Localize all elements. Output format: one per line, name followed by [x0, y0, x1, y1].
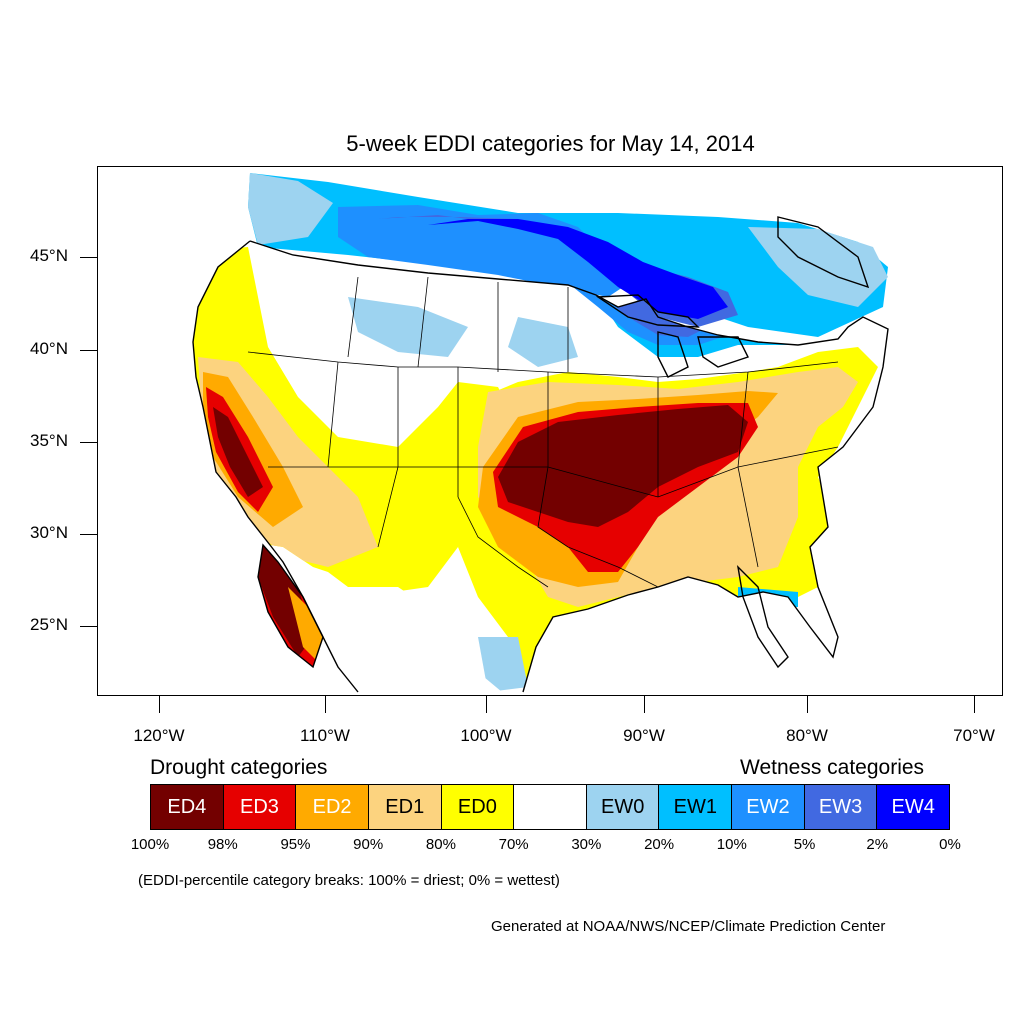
- map-panel: [97, 166, 1003, 696]
- credit-text: Generated at NOAA/NWS/NCEP/Climate Predi…: [491, 918, 886, 935]
- lon-label-80w: 80°W: [786, 726, 828, 745]
- lat-tick: [80, 626, 97, 627]
- lat-label-30: 30°N: [30, 523, 68, 542]
- lat-label-25: 25°N: [30, 615, 68, 634]
- lat-tick: [80, 350, 97, 351]
- legend-swatch-ed2: ED2: [296, 785, 369, 829]
- map-outlines: [192, 216, 889, 693]
- conus-categories: [193, 241, 888, 695]
- lon-tick: [325, 696, 326, 713]
- percentile-label: 90%: [353, 836, 384, 853]
- percentile-label: 0%: [939, 836, 961, 853]
- percentile-label: 20%: [644, 836, 675, 853]
- drought-categories-heading: Drought categories: [150, 756, 328, 779]
- lon-tick: [159, 696, 160, 713]
- percentile-label: 98%: [207, 836, 238, 853]
- legend-swatch-neutral: [514, 785, 587, 829]
- legend-swatch-ew1: EW1: [659, 785, 733, 829]
- legend-swatch-ed4: ED4: [151, 785, 224, 829]
- legend-swatch-ed3: ED3: [223, 785, 297, 829]
- lon-tick: [807, 696, 808, 713]
- percentile-label: 2%: [866, 836, 889, 853]
- map-title: 5-week EDDI categories for May 14, 2014: [346, 131, 755, 156]
- lon-label-120w: 120°W: [133, 726, 185, 745]
- state-borders: [247, 276, 839, 588]
- legend-swatch-ew3: EW3: [804, 785, 878, 829]
- lon-tick: [486, 696, 487, 713]
- lat-label-35: 35°N: [30, 431, 68, 450]
- percentile-label: 70%: [498, 836, 529, 853]
- lat-label-45: 45°N: [30, 246, 68, 265]
- legend-color-bar: ED4 ED3 ED2 ED1 ED0 EW0 EW1 EW2 EW3 EW4: [150, 784, 950, 830]
- legend-swatch-ew0: EW0: [586, 785, 660, 829]
- percentile-label: 10%: [716, 836, 747, 853]
- legend-swatch-ed0: ED0: [441, 785, 515, 829]
- wetness-categories-heading: Wetness categories: [740, 756, 925, 779]
- lat-tick: [80, 534, 97, 535]
- lat-tick: [80, 257, 97, 258]
- legend-swatch-ew4: EW4: [877, 785, 950, 829]
- lon-label-110w: 110°W: [300, 726, 350, 745]
- lat-tick: [80, 442, 97, 443]
- lon-tick: [974, 696, 975, 713]
- lon-label-70w: 70°W: [953, 726, 995, 745]
- lat-label-40: 40°N: [30, 339, 68, 358]
- percentile-label: 5%: [793, 836, 816, 853]
- eddi-map-svg: [192, 173, 889, 695]
- lon-label-90w: 90°W: [623, 726, 665, 745]
- percentile-label: 30%: [571, 836, 602, 853]
- percentile-label: 95%: [280, 836, 311, 853]
- lon-tick: [644, 696, 645, 713]
- percentile-label: 100%: [130, 836, 170, 853]
- lon-label-100w: 100°W: [460, 726, 512, 745]
- legend-swatch-ew2: EW2: [732, 785, 805, 829]
- percentile-label: 80%: [425, 836, 456, 853]
- legend-note: (EDDI-percentile category breaks: 100% =…: [138, 872, 560, 889]
- legend-swatch-ed1: ED1: [368, 785, 442, 829]
- canada-wetness-band: [248, 173, 888, 337]
